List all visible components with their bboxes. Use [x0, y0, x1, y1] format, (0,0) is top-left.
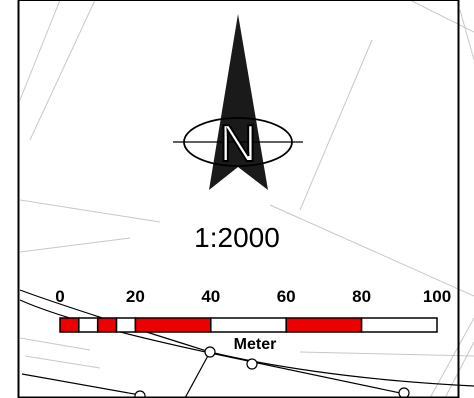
parcel-lines: [19, 289, 474, 398]
scale-bar: [59, 317, 438, 333]
scale-tick-label: 100: [422, 287, 452, 306]
background-line: [19, 0, 61, 101]
parcel-boundary: [184, 351, 211, 398]
scale-bar-segment: [360, 317, 438, 333]
north-arrow-icon: N: [173, 14, 303, 190]
scale-bar-segment: [78, 317, 99, 333]
parcel-boundary: [21, 373, 141, 396]
background-line: [29, 0, 96, 141]
scale-bar-segment: [134, 317, 212, 333]
scale-bar-segment: [59, 317, 80, 333]
scale-tick-label: 40: [201, 287, 221, 306]
background-lines: [19, 0, 474, 398]
scale-bar-segment: [285, 317, 363, 333]
scale-bar-segment: [96, 317, 118, 333]
survey-point: [134, 390, 146, 398]
background-line: [19, 237, 131, 253]
background-line: [299, 39, 373, 211]
scale-tick-label: 0: [55, 287, 65, 306]
background-line: [299, 351, 474, 357]
north-letter: N: [219, 115, 257, 173]
background-line: [459, 9, 474, 61]
background-line: [24, 355, 101, 369]
background-line: [19, 337, 91, 351]
background-line: [429, 317, 474, 398]
scale-tick-label: 60: [276, 287, 296, 306]
scale-tick-label: 20: [125, 287, 145, 306]
background-line: [19, 199, 161, 223]
scale-unit-label: Meter: [233, 336, 277, 353]
scale-ratio: 1:2000: [194, 222, 280, 253]
survey-point: [246, 358, 258, 370]
scale-bar-segment: [115, 317, 137, 333]
survey-point: [398, 387, 410, 398]
background-line: [269, 204, 474, 297]
scale-bar-segment: [210, 317, 287, 333]
scale-tick-label: 80: [352, 287, 372, 306]
background-line: [409, 0, 474, 33]
survey-point: [204, 346, 216, 358]
